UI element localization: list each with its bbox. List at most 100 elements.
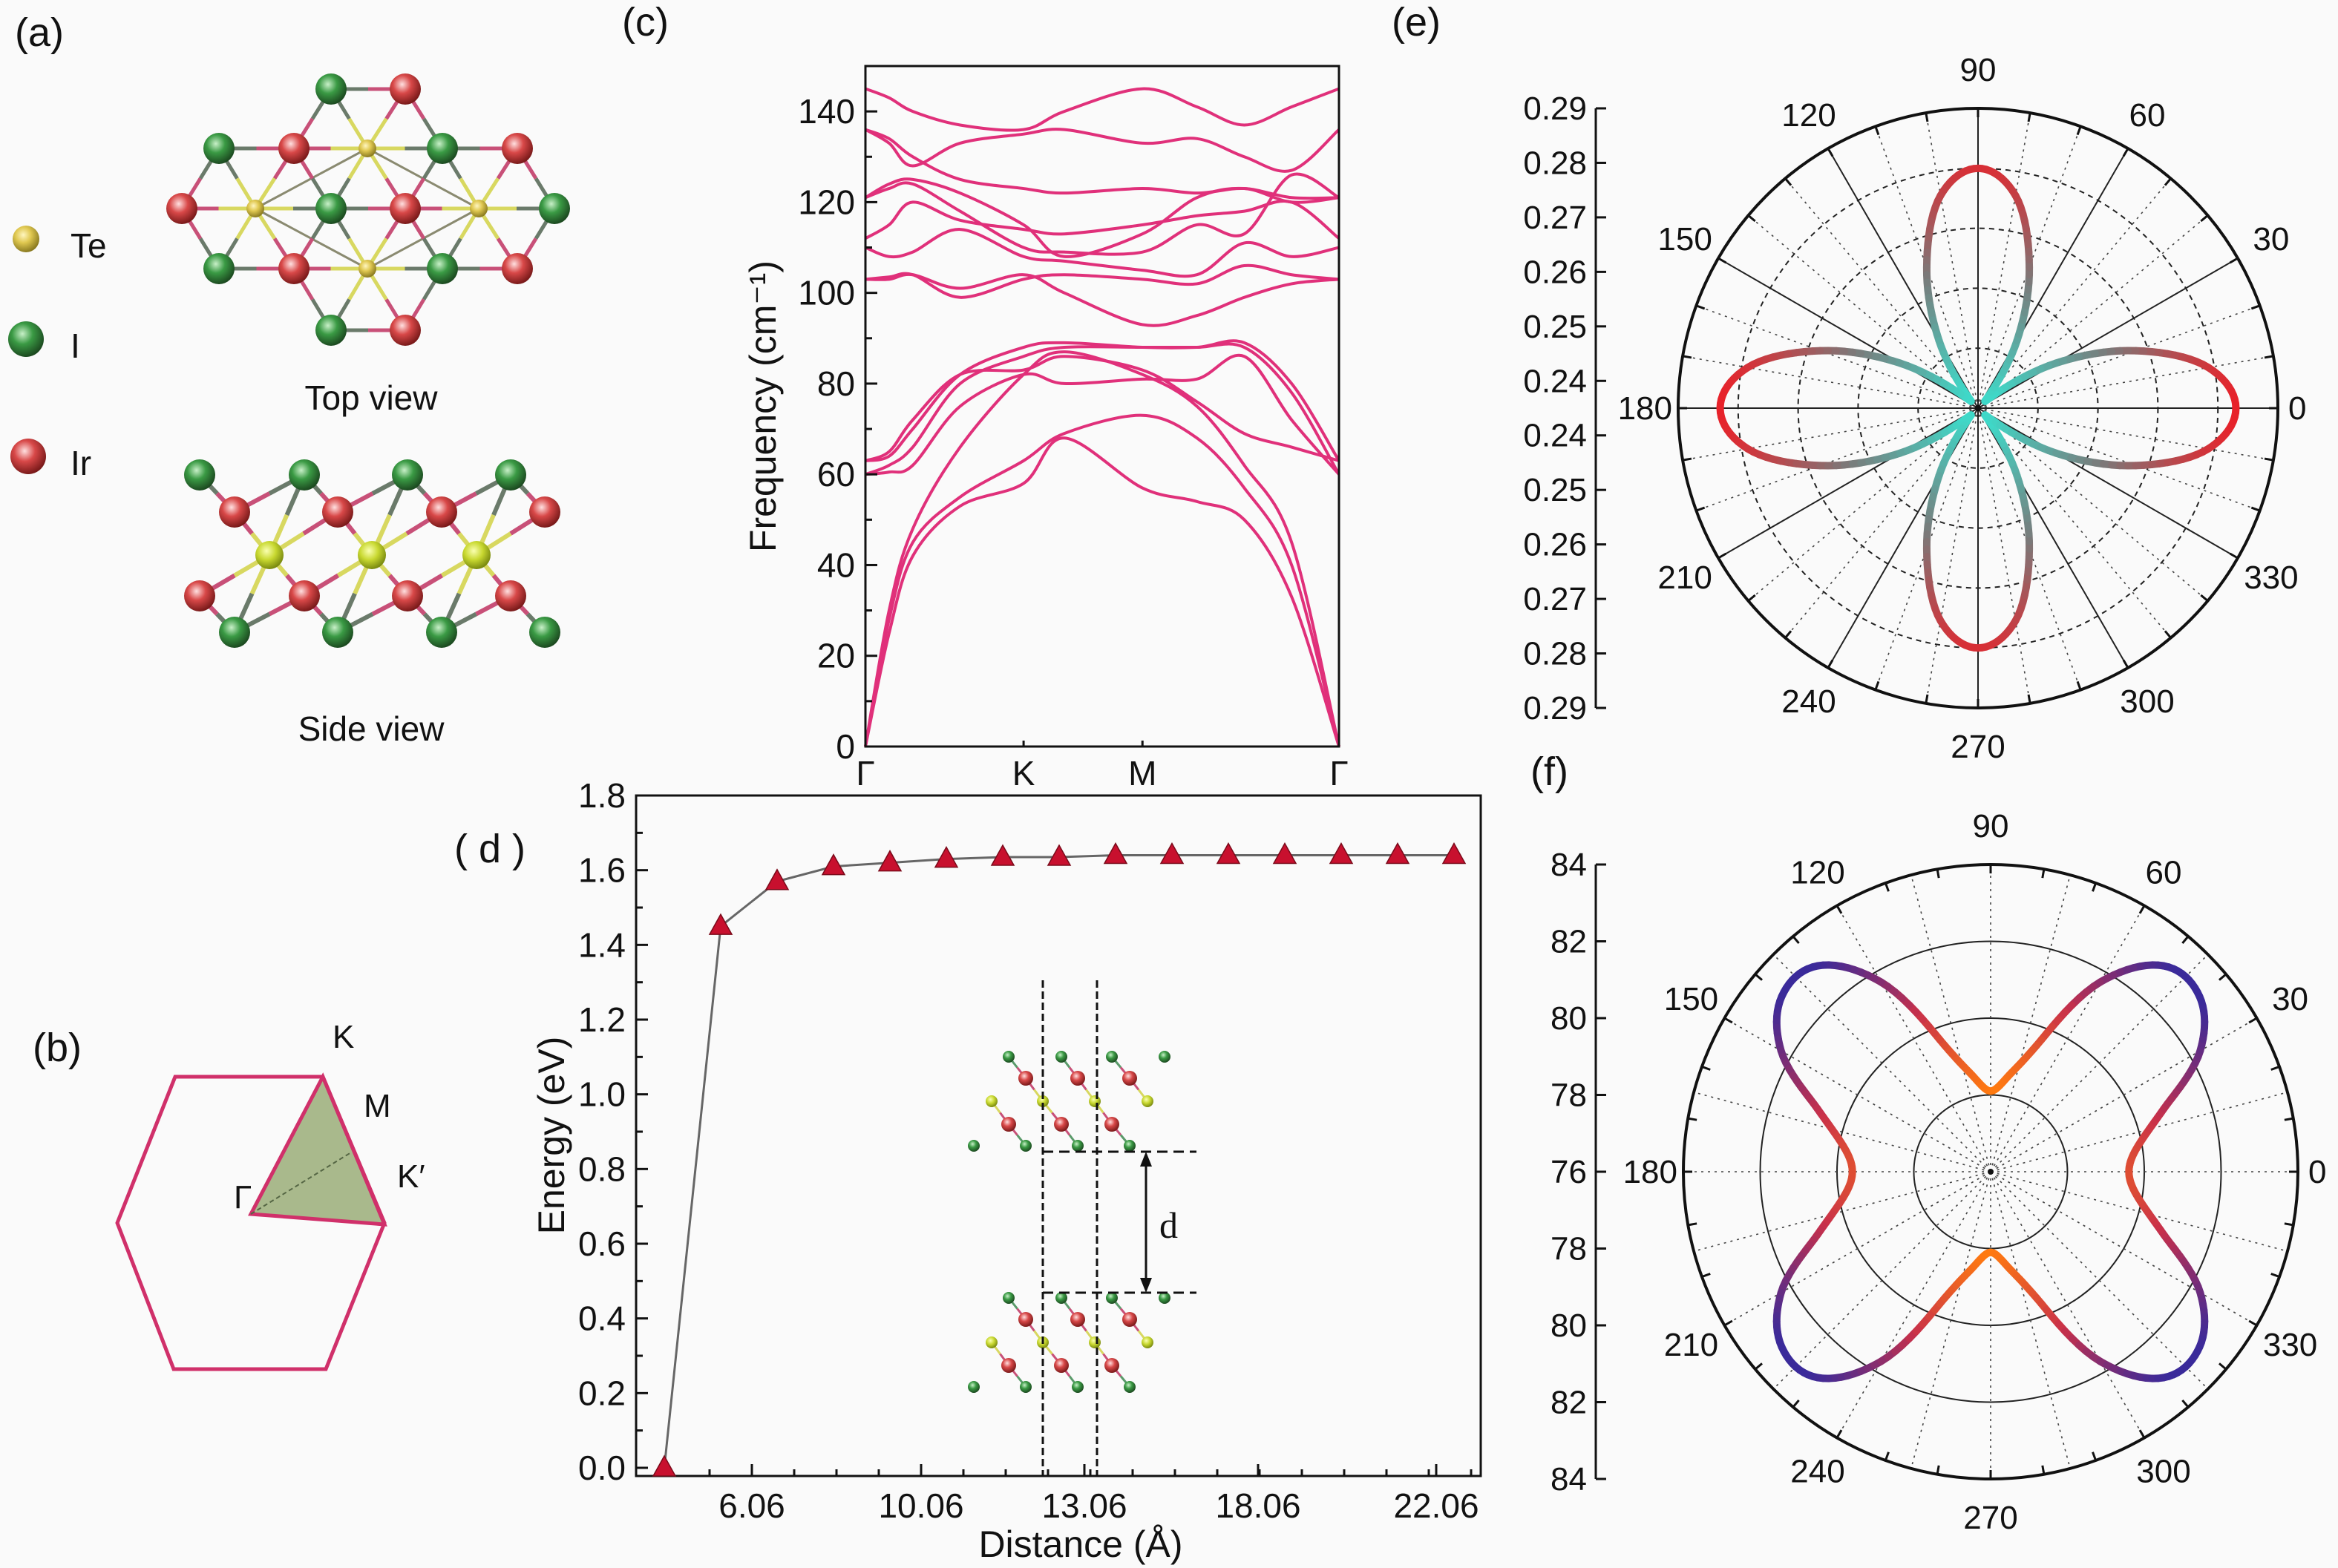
angle-label: 30 bbox=[2253, 221, 2289, 257]
angular-tick bbox=[2027, 112, 2031, 122]
angular-tick bbox=[2250, 506, 2261, 512]
angular-grid-spoke bbox=[1836, 1171, 1991, 1438]
radial-tick-label: 0.24 bbox=[1523, 363, 1587, 399]
atom-te bbox=[462, 541, 491, 569]
angular-tick bbox=[2181, 935, 2190, 945]
angular-tick bbox=[1754, 973, 1764, 981]
radial-tick-label: 0.29 bbox=[1523, 690, 1587, 726]
radial-tick-label: 78 bbox=[1551, 1231, 1587, 1267]
angular-tick bbox=[1701, 1065, 1711, 1071]
angular-tick bbox=[2248, 1319, 2258, 1327]
angular-grid-spoke bbox=[1772, 1171, 1991, 1390]
angle-label: 330 bbox=[2263, 1327, 2317, 1363]
angular-tick bbox=[2248, 1017, 2258, 1024]
angular-grid-spoke bbox=[1693, 1092, 1991, 1172]
angular-tick bbox=[2181, 1399, 2190, 1408]
radial-tick-label: 0.26 bbox=[1523, 254, 1587, 290]
angular-tick bbox=[2264, 355, 2274, 359]
angular-grid-spoke bbox=[1724, 1171, 1991, 1326]
x-tick-label: 22.06 bbox=[1393, 1486, 1479, 1525]
atom-te bbox=[1089, 1336, 1101, 1348]
atom-ir bbox=[184, 580, 215, 611]
atom-i bbox=[427, 253, 458, 284]
angular-grid-spoke bbox=[1977, 407, 2239, 559]
phonon-band-5 bbox=[865, 342, 1340, 476]
m-point-label: M bbox=[364, 1088, 391, 1124]
angle-label: 210 bbox=[1664, 1327, 1718, 1363]
atom-ir bbox=[1104, 1117, 1119, 1132]
atom-i bbox=[495, 459, 526, 491]
angular-tick bbox=[1836, 1429, 1843, 1439]
atom-i bbox=[1124, 1140, 1136, 1152]
data-point-triangle bbox=[1216, 842, 1241, 865]
atom-i bbox=[1159, 1292, 1170, 1304]
y-tick-label: 0.2 bbox=[578, 1374, 626, 1412]
angular-grid-spoke bbox=[1693, 1171, 1991, 1252]
phonon-band-4 bbox=[865, 353, 1340, 476]
angular-tick bbox=[2250, 304, 2261, 310]
phonon-band-9 bbox=[865, 263, 1340, 299]
x-tick-label: K bbox=[1012, 754, 1035, 793]
angular-grid-spoke bbox=[1910, 1171, 1991, 1469]
angular-grid-spoke bbox=[1827, 407, 1979, 669]
radial-tick-label: 0.28 bbox=[1523, 636, 1587, 672]
angular-grid-spoke bbox=[1990, 905, 2145, 1172]
radial-tick-label: 0.28 bbox=[1523, 145, 1587, 181]
panel-label-e: (e) bbox=[1392, 0, 1441, 45]
panel-f-polar-plot: (f) 0 30 60 90 120 150 180 210 240 270 300 330 84 82 80… bbox=[1530, 749, 2326, 1536]
angle-label: 150 bbox=[1657, 221, 1712, 257]
legend-label-te: Te bbox=[71, 226, 107, 265]
atom-i bbox=[322, 617, 353, 648]
atom-i bbox=[426, 617, 457, 648]
radial-tick-label: 82 bbox=[1551, 1385, 1587, 1421]
panel-label-b: (b) bbox=[33, 1026, 82, 1070]
angular-grid-spoke bbox=[1827, 148, 1979, 409]
panel-b-brillouin-zone: (b) KMK′ Γ bbox=[33, 1019, 425, 1371]
data-point-triangle bbox=[652, 1454, 677, 1477]
angle-label: 60 bbox=[2129, 97, 2166, 134]
atom-i bbox=[1124, 1381, 1136, 1393]
angular-grid-spoke bbox=[1977, 257, 2239, 409]
atom-ir bbox=[219, 496, 250, 528]
y-axis-title: Energy (eV) bbox=[531, 1037, 572, 1235]
atom-ir bbox=[426, 496, 457, 528]
y-tick-label: 100 bbox=[798, 274, 855, 312]
legend-label-ir: Ir bbox=[71, 444, 91, 482]
gamma-m-path bbox=[250, 1152, 352, 1215]
atom-i bbox=[289, 459, 320, 491]
atom-te bbox=[986, 1095, 998, 1107]
atom-ir bbox=[1104, 1358, 1119, 1373]
angle-label: 150 bbox=[1664, 981, 1718, 1017]
data-point-triangle bbox=[990, 844, 1015, 866]
interlayer-distance-label: d bbox=[1159, 1204, 1178, 1246]
atom-ir bbox=[502, 133, 533, 164]
phonon-band-12 bbox=[865, 172, 1340, 256]
angle-label: 0 bbox=[2308, 1154, 2326, 1190]
k-point-label: K bbox=[333, 1019, 354, 1055]
atom-i bbox=[1106, 1292, 1118, 1304]
angular-tick bbox=[1718, 552, 1727, 560]
x-axis-title: Distance (Å) bbox=[978, 1523, 1182, 1565]
atom-te bbox=[1089, 1095, 1101, 1107]
y-tick-label: 1.8 bbox=[578, 776, 626, 815]
angular-tick bbox=[1836, 905, 1843, 914]
angular-tick bbox=[1936, 1465, 1940, 1474]
angular-grid-spoke bbox=[1990, 874, 2071, 1172]
plot-frame bbox=[864, 65, 1340, 748]
atom-i bbox=[1020, 1140, 1032, 1152]
angular-grid-spoke bbox=[1836, 905, 1991, 1172]
angular-tick bbox=[1884, 882, 1890, 892]
angle-label: 330 bbox=[2244, 560, 2298, 596]
atom-ir bbox=[289, 580, 320, 611]
y-tick-label: 140 bbox=[798, 92, 855, 131]
atom-ir bbox=[502, 253, 533, 284]
angular-grid-spoke bbox=[1990, 1171, 2209, 1390]
panel-a-crystal-structure: (a) Te I Ir Top view Side view bbox=[8, 10, 570, 748]
data-point-triangle bbox=[1159, 842, 1185, 865]
y-tick-label: 120 bbox=[798, 183, 855, 221]
atom-i bbox=[1106, 1051, 1118, 1063]
y-tick-label: 0.6 bbox=[578, 1224, 626, 1263]
data-point-triangle bbox=[1329, 842, 1354, 865]
atom-ir bbox=[322, 496, 353, 528]
y-tick-label: 40 bbox=[817, 545, 855, 584]
